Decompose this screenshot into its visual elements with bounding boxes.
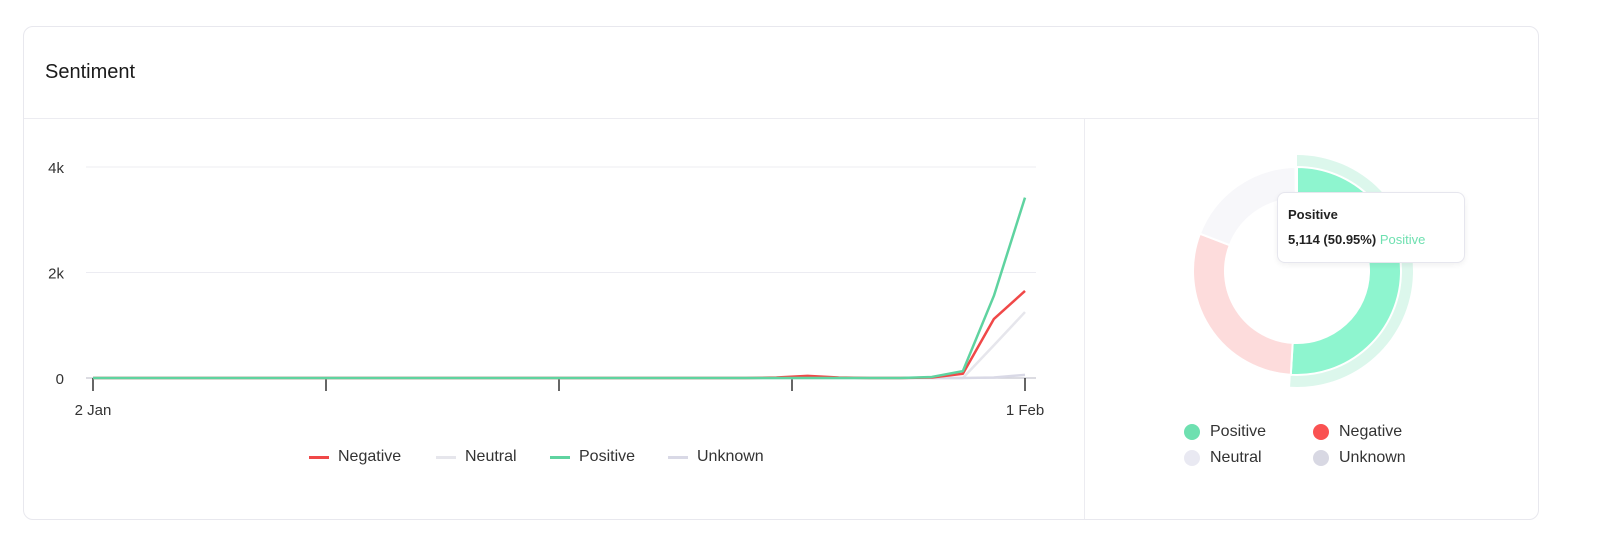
y-tick-label: 0 — [56, 371, 64, 388]
tooltip-title: Positive — [1288, 207, 1338, 222]
donut-legend-item-positive[interactable]: Positive — [1184, 423, 1266, 441]
legend-label: Neutral — [465, 448, 517, 465]
legend-label: Unknown — [1339, 449, 1406, 466]
legend-item-positive[interactable]: Positive — [550, 448, 635, 466]
legend-line-swatch — [550, 455, 570, 459]
legend-label: Negative — [1339, 423, 1403, 440]
legend-dot-icon — [1313, 450, 1329, 466]
legend-item-negative[interactable]: Negative — [309, 448, 401, 466]
legend-label: Positive — [579, 448, 636, 465]
donut-legend-item-neutral[interactable]: Neutral — [1184, 449, 1262, 467]
legend-label: Negative — [338, 448, 402, 465]
x-tick-label: 1 Feb — [1006, 402, 1044, 419]
legend-line-swatch — [668, 455, 688, 459]
legend-item-unknown[interactable]: Unknown — [668, 448, 764, 466]
x-tick-label: 2 Jan — [75, 402, 112, 419]
legend-label: Neutral — [1210, 449, 1262, 466]
divider — [1084, 119, 1085, 519]
legend-dot-icon — [1184, 450, 1200, 466]
legend-line-swatch — [436, 455, 456, 459]
y-tick-label: 4k — [48, 160, 64, 177]
tooltip-value: 5,114 (50.95%) — [1288, 232, 1377, 247]
series-line-neutral — [93, 311, 1026, 380]
legend-label: Positive — [1210, 423, 1267, 440]
card-title: Sentiment — [24, 27, 1538, 119]
legend-item-neutral[interactable]: Neutral — [436, 448, 517, 466]
donut-tooltip: Positive 5,114 (50.95%) Positive — [1277, 192, 1465, 263]
donut-legend-item-negative[interactable]: Negative — [1313, 423, 1402, 441]
y-tick-label: 2k — [48, 266, 64, 283]
tooltip-label: Positive — [1379, 232, 1426, 247]
legend-line-swatch — [309, 455, 329, 459]
series-line-positive — [93, 197, 1027, 380]
legend-dot-icon — [1184, 424, 1200, 440]
donut-legend-item-unknown[interactable]: Unknown — [1313, 449, 1406, 467]
legend-dot-icon — [1313, 424, 1329, 440]
legend-label: Unknown — [697, 448, 764, 465]
series-line-negative — [93, 290, 1026, 380]
